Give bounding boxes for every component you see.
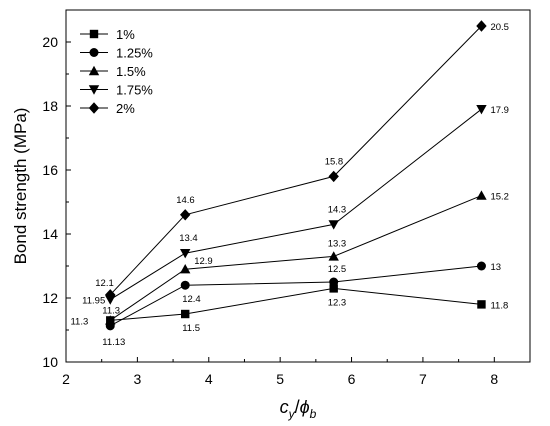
x-tick-label: 6 [348, 371, 356, 387]
legend-marker [89, 48, 99, 57]
data-label: 11.3 [70, 316, 88, 327]
data-point [180, 280, 190, 290]
data-point [105, 289, 116, 301]
x-axis-title-phi: ϕ [300, 397, 310, 417]
legend-label: 2% [116, 101, 135, 116]
legend-label: 1.25% [116, 46, 153, 61]
data-point [476, 20, 487, 32]
series-line-2 [109, 195, 482, 321]
plot-area [65, 9, 531, 363]
y-tick-label: 12 [42, 290, 58, 306]
x-axis-title: cy/ϕb [280, 397, 317, 421]
data-label: 11.5 [182, 323, 200, 334]
y-axis-title: Bond strength (MPa) [11, 108, 30, 265]
data-point [477, 300, 486, 309]
data-point [180, 264, 191, 274]
data-label: 20.5 [490, 22, 509, 33]
data-label: 14.3 [328, 204, 347, 215]
x-axis-title-sub-y: y [288, 407, 296, 421]
legend-marker [88, 85, 100, 95]
data-label: 15.2 [490, 192, 509, 203]
axis-ticks: 2 3 4 5 6 7 8 10 12 14 16 18 20 [42, 34, 498, 387]
legend-label: 1.5% [116, 64, 146, 79]
x-tick-label: 3 [133, 371, 141, 387]
x-axis-title-sub-b: b [310, 407, 317, 421]
x-tick-label: 2 [62, 371, 70, 387]
data-label: 11.3 [102, 305, 120, 316]
data-point [105, 315, 116, 325]
data-label: 13.3 [328, 238, 347, 249]
data-labels: 11.3 11.5 12.3 11.8 11.13 12.4 12.5 13 11.3 12.9 1… [70, 22, 508, 348]
data-label: 17.9 [490, 105, 509, 116]
data-label: 12.5 [328, 264, 347, 275]
data-point [329, 284, 338, 293]
x-tick-label: 8 [490, 371, 498, 387]
data-label: 11.13 [102, 337, 125, 348]
legend: 1% 1.25% 1.5% 1.75% 2% [80, 27, 153, 116]
legend-marker [88, 65, 100, 76]
x-axis-title-slash: / [295, 397, 300, 417]
data-label: 13 [490, 262, 501, 273]
legend-marker [88, 102, 100, 114]
y-tick-label: 10 [42, 354, 58, 370]
data-point [328, 220, 339, 230]
data-label: 15.8 [325, 156, 344, 167]
data-label: 11.8 [490, 300, 508, 311]
y-tick-label: 20 [42, 34, 58, 50]
x-axis-title-c: c [280, 397, 289, 417]
x-tick-label: 7 [419, 371, 427, 387]
data-point [181, 309, 190, 319]
data-label: 12.1 [95, 278, 114, 289]
series-group [105, 20, 487, 331]
series-line-4 [109, 25, 482, 296]
y-tick-label: 14 [42, 226, 58, 242]
data-label: 14.6 [176, 195, 195, 206]
data-point [476, 190, 487, 200]
data-point [180, 249, 191, 259]
legend-marker [89, 29, 99, 39]
data-point [476, 261, 486, 271]
legend-label: 1% [116, 27, 135, 42]
data-point [328, 251, 339, 261]
legend-label: 1.75% [116, 83, 153, 98]
data-label: 12.4 [182, 294, 201, 305]
series-line-3 [109, 108, 482, 301]
y-tick-label: 18 [42, 98, 58, 114]
y-tick-label: 16 [42, 162, 58, 178]
x-tick-label: 4 [205, 371, 213, 387]
data-point [180, 209, 191, 221]
data-point [476, 105, 487, 115]
x-tick-label: 5 [276, 371, 284, 387]
data-point [329, 277, 339, 287]
data-point [328, 170, 339, 183]
data-label: 12.9 [194, 256, 213, 267]
series-line-0 [110, 287, 482, 321]
data-label: 13.4 [179, 233, 198, 244]
series-line-1 [110, 265, 482, 327]
data-label: 11.95 [82, 296, 105, 307]
data-label: 12.3 [328, 297, 347, 308]
